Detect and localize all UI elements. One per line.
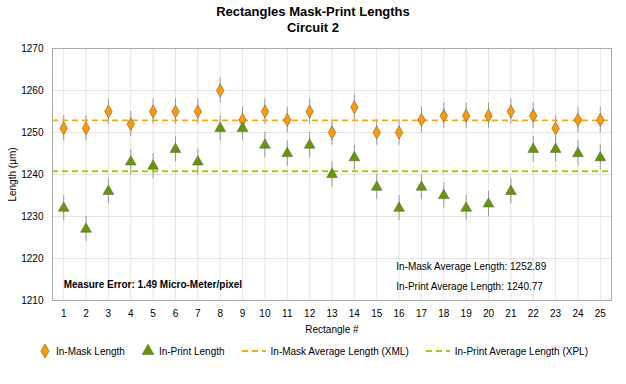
svg-text:1230: 1230 — [21, 211, 44, 222]
svg-text:16: 16 — [394, 308, 406, 319]
html-text:In-Mask Length: In-Mask Length — [56, 345, 125, 357]
svg-text:Rectangle #: Rectangle # — [305, 324, 359, 335]
svg-text:4: 4 — [128, 308, 134, 319]
svg-text:18: 18 — [438, 308, 450, 319]
svg-text:Length (μm): Length (μm) — [7, 147, 18, 201]
svg-text:10: 10 — [259, 308, 271, 319]
svg-text:25: 25 — [595, 308, 607, 319]
svg-text:In-Print Average Length: 1240.: In-Print Average Length: 1240.77 — [396, 281, 543, 292]
svg-text:20: 20 — [483, 308, 495, 319]
html-text:Rectangles Mask-Print Lengths: Rectangles Mask-Print Lengths — [216, 4, 410, 19]
svg-text:5: 5 — [150, 308, 156, 319]
svg-text:19: 19 — [461, 308, 473, 319]
svg-text:15: 15 — [371, 308, 383, 319]
svg-text:Measure Error: 1.49 Micro-Mete: Measure Error: 1.49 Micro-Meter/pixel — [64, 279, 243, 290]
svg-text:11: 11 — [282, 308, 293, 319]
svg-text:24: 24 — [572, 308, 584, 319]
svg-text:1: 1 — [61, 308, 67, 319]
svg-text:8: 8 — [217, 308, 223, 319]
svg-text:In-Mask Average Length: 1252.8: In-Mask Average Length: 1252.89 — [396, 261, 546, 272]
svg-text:12: 12 — [304, 308, 316, 319]
svg-text:1270: 1270 — [21, 43, 44, 54]
svg-text:1220: 1220 — [21, 253, 44, 264]
html-text:Circuit 2: Circuit 2 — [287, 20, 339, 35]
svg-text:14: 14 — [349, 308, 361, 319]
svg-text:7: 7 — [195, 308, 201, 319]
svg-text:1250: 1250 — [21, 127, 44, 138]
svg-text:9: 9 — [240, 308, 246, 319]
svg-text:1240: 1240 — [21, 169, 44, 180]
svg-text:2: 2 — [83, 308, 89, 319]
svg-text:6: 6 — [173, 308, 179, 319]
html-text:In-Mask Average Length (XML): In-Mask Average Length (XML) — [270, 345, 409, 357]
svg-text:22: 22 — [528, 308, 540, 319]
svg-text:1260: 1260 — [21, 85, 44, 96]
svg-text:3: 3 — [106, 308, 112, 319]
svg-text:1210: 1210 — [21, 295, 44, 306]
svg-text:17: 17 — [416, 308, 428, 319]
html-text:In-Print Length: In-Print Length — [158, 345, 225, 357]
svg-text:23: 23 — [550, 308, 562, 319]
html-text:In-Print Average Length (XPL): In-Print Average Length (XPL) — [454, 345, 588, 357]
svg-text:21: 21 — [505, 308, 517, 319]
svg-text:13: 13 — [326, 308, 338, 319]
